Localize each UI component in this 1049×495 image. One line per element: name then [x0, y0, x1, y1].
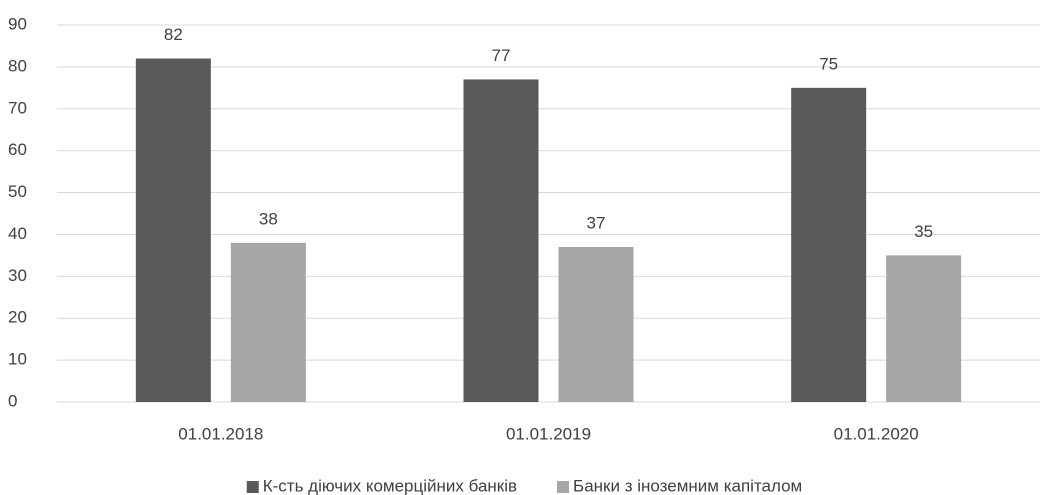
y-tick-label: 10 — [8, 350, 27, 369]
bar — [230, 242, 306, 402]
data-label: 35 — [914, 222, 933, 241]
y-tick-label: 90 — [8, 14, 27, 33]
x-tick-label: 01.01.2020 — [834, 424, 919, 443]
x-tick-label: 01.01.2018 — [178, 424, 263, 443]
y-tick-label: 80 — [8, 56, 27, 75]
legend-marker — [557, 481, 570, 493]
y-tick-label: 60 — [8, 140, 27, 159]
bar — [791, 87, 867, 402]
bar — [135, 58, 211, 403]
data-label: 82 — [164, 25, 183, 44]
y-tick-label: 0 — [8, 391, 17, 410]
legend-label: К-сть діючих комерційних банків — [263, 476, 517, 495]
y-tick-label: 20 — [8, 308, 27, 327]
data-label: 37 — [587, 213, 606, 232]
bar — [463, 79, 539, 402]
data-label: 75 — [819, 54, 838, 73]
y-tick-label: 40 — [8, 224, 27, 243]
y-tick-label: 70 — [8, 98, 27, 117]
data-label: 77 — [492, 46, 511, 65]
legend-marker — [246, 481, 259, 493]
y-tick-label: 50 — [8, 182, 27, 201]
bar — [558, 247, 634, 402]
x-tick-label: 01.01.2019 — [506, 424, 591, 443]
data-label: 38 — [259, 209, 278, 228]
y-tick-label: 30 — [8, 266, 27, 285]
bar — [886, 255, 962, 402]
legend-label: Банки з іноземним капіталом — [573, 476, 802, 495]
